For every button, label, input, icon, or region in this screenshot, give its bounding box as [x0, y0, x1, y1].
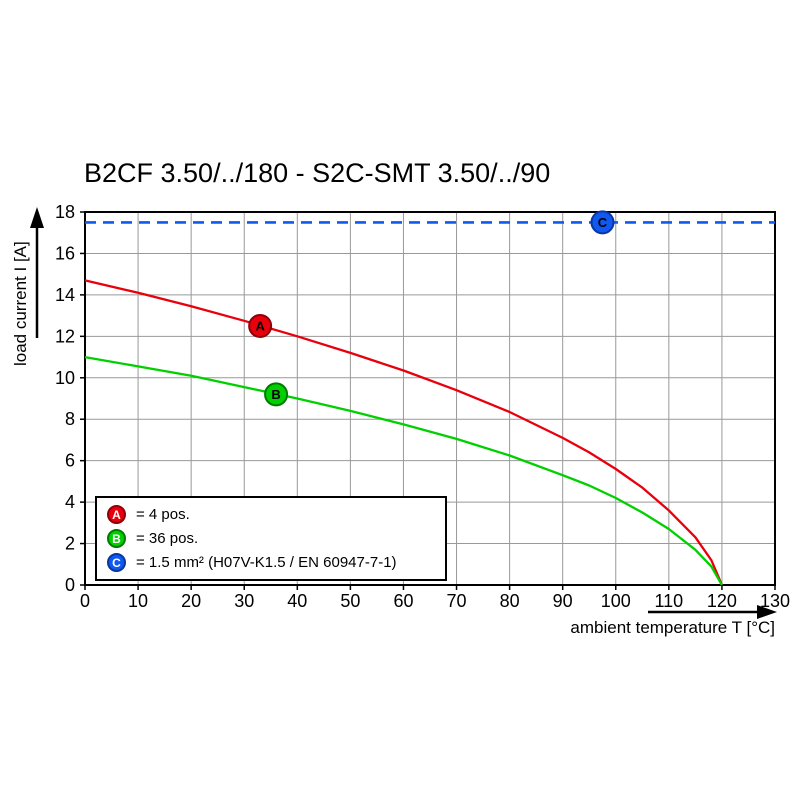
x-tick-label-20: 20	[181, 591, 201, 611]
y-tick-label-14: 14	[55, 285, 75, 305]
curve-B	[84, 355, 723, 586]
chart-title: B2CF 3.50/../180 - S2C-SMT 3.50/../90	[84, 158, 551, 188]
marker-label-C: C	[598, 215, 608, 230]
y-tick-label-10: 10	[55, 368, 75, 388]
y-tick-label-12: 12	[55, 326, 75, 346]
x-tick-label-110: 110	[654, 591, 683, 611]
legend-item-C: C = 1.5 mm² (H07V-K1.5 / EN 60947-7-1)	[107, 553, 435, 572]
marker-A	[248, 313, 273, 338]
y-tick-label-0: 0	[65, 575, 75, 595]
legend-marker-A-icon: A	[107, 505, 126, 524]
x-tick-label-0: 0	[80, 591, 90, 611]
x-tick-label-120: 120	[707, 591, 737, 611]
legend-label-B: = 36 pos.	[136, 530, 199, 547]
x-tick-label-10: 10	[128, 591, 148, 611]
x-tick-label-30: 30	[234, 591, 254, 611]
legend-label-A: = 4 pos.	[136, 506, 190, 523]
legend-item-A: A = 4 pos.	[107, 505, 435, 524]
marker-C	[590, 210, 615, 235]
legend-item-B: B = 36 pos.	[107, 529, 435, 548]
y-tick-label-8: 8	[65, 409, 75, 429]
marker-label-B: B	[271, 387, 280, 402]
y-tick-label-2: 2	[65, 534, 75, 554]
marker-B	[264, 382, 289, 407]
x-tick-label-80: 80	[500, 591, 520, 611]
y-tick-label-4: 4	[65, 492, 75, 512]
x-tick-label-100: 100	[601, 591, 631, 611]
y-tick-label-16: 16	[55, 243, 75, 263]
marker-label-A: A	[255, 318, 265, 333]
legend-marker-C-icon: C	[107, 553, 126, 572]
x-axis-arrow-head-icon	[757, 605, 777, 619]
chart-legend: A = 4 pos. B = 36 pos. C = 1.5 mm² (H07V-K1.5…	[95, 496, 447, 581]
x-tick-label-130: 130	[760, 591, 790, 611]
y-tick-label-18: 18	[55, 202, 75, 222]
x-tick-label-40: 40	[287, 591, 307, 611]
legend-marker-B-icon: B	[107, 529, 126, 548]
x-tick-label-50: 50	[340, 591, 360, 611]
x-tick-label-90: 90	[553, 591, 573, 611]
y-axis-arrow-head-icon	[30, 207, 44, 228]
curve-A	[84, 279, 723, 586]
x-tick-label-60: 60	[393, 591, 413, 611]
legend-label-C: = 1.5 mm² (H07V-K1.5 / EN 60947-7-1)	[136, 554, 397, 571]
x-axis-label: ambient temperature T [°C]	[570, 618, 775, 637]
y-tick-label-6: 6	[65, 451, 75, 471]
plot-border	[84, 211, 776, 586]
x-tick-label-70: 70	[447, 591, 467, 611]
